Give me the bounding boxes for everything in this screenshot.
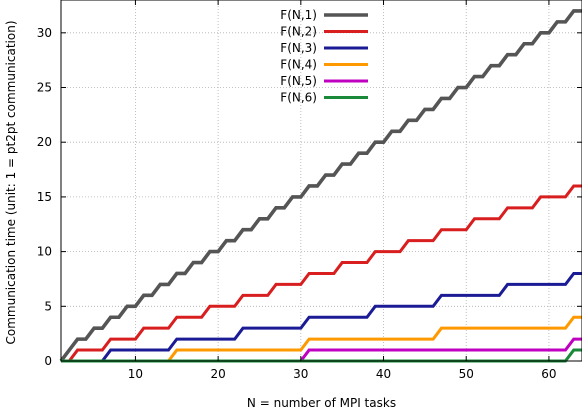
legend-label: F(N,5) <box>280 74 317 88</box>
x-tick-label: 30 <box>293 367 308 381</box>
x-tick-label: 10 <box>128 367 143 381</box>
series-line <box>61 348 582 363</box>
y-tick-label: 10 <box>37 245 52 259</box>
series-line <box>59 9 582 363</box>
y-tick-label: 15 <box>37 190 52 204</box>
plot-frame <box>60 0 582 362</box>
series-line <box>61 184 582 363</box>
y-axis-label: Communication time (unit: 1 = pt2pt comm… <box>4 20 18 344</box>
axis-ticks: 10 20 30 40 50 60 0 5 10 15 20 25 30 <box>37 0 582 381</box>
y-tick-label: 5 <box>44 299 52 313</box>
legend-label: F(N,6) <box>280 91 317 105</box>
y-tick-label: 20 <box>37 135 52 149</box>
y-tick-label: 25 <box>37 81 52 95</box>
x-tick-label: 60 <box>541 367 556 381</box>
x-axis-label: N = number of MPI tasks <box>247 396 396 410</box>
grid <box>61 0 582 361</box>
x-tick-label: 20 <box>210 367 225 381</box>
series-layer <box>59 9 582 363</box>
legend: F(N,1) F(N,2) F(N,3) F(N,4) F(N,5) F(N,6) <box>280 8 368 105</box>
y-tick-label: 30 <box>37 26 52 40</box>
series-line <box>61 271 582 363</box>
legend-label: F(N,2) <box>280 25 317 39</box>
x-tick-label: 40 <box>376 367 391 381</box>
legend-label: F(N,4) <box>280 58 317 72</box>
legend-label: F(N,3) <box>280 41 317 55</box>
series-line <box>61 315 582 363</box>
y-tick-label: 0 <box>44 354 52 368</box>
legend-label: F(N,1) <box>280 8 317 22</box>
x-tick-label: 50 <box>459 367 474 381</box>
